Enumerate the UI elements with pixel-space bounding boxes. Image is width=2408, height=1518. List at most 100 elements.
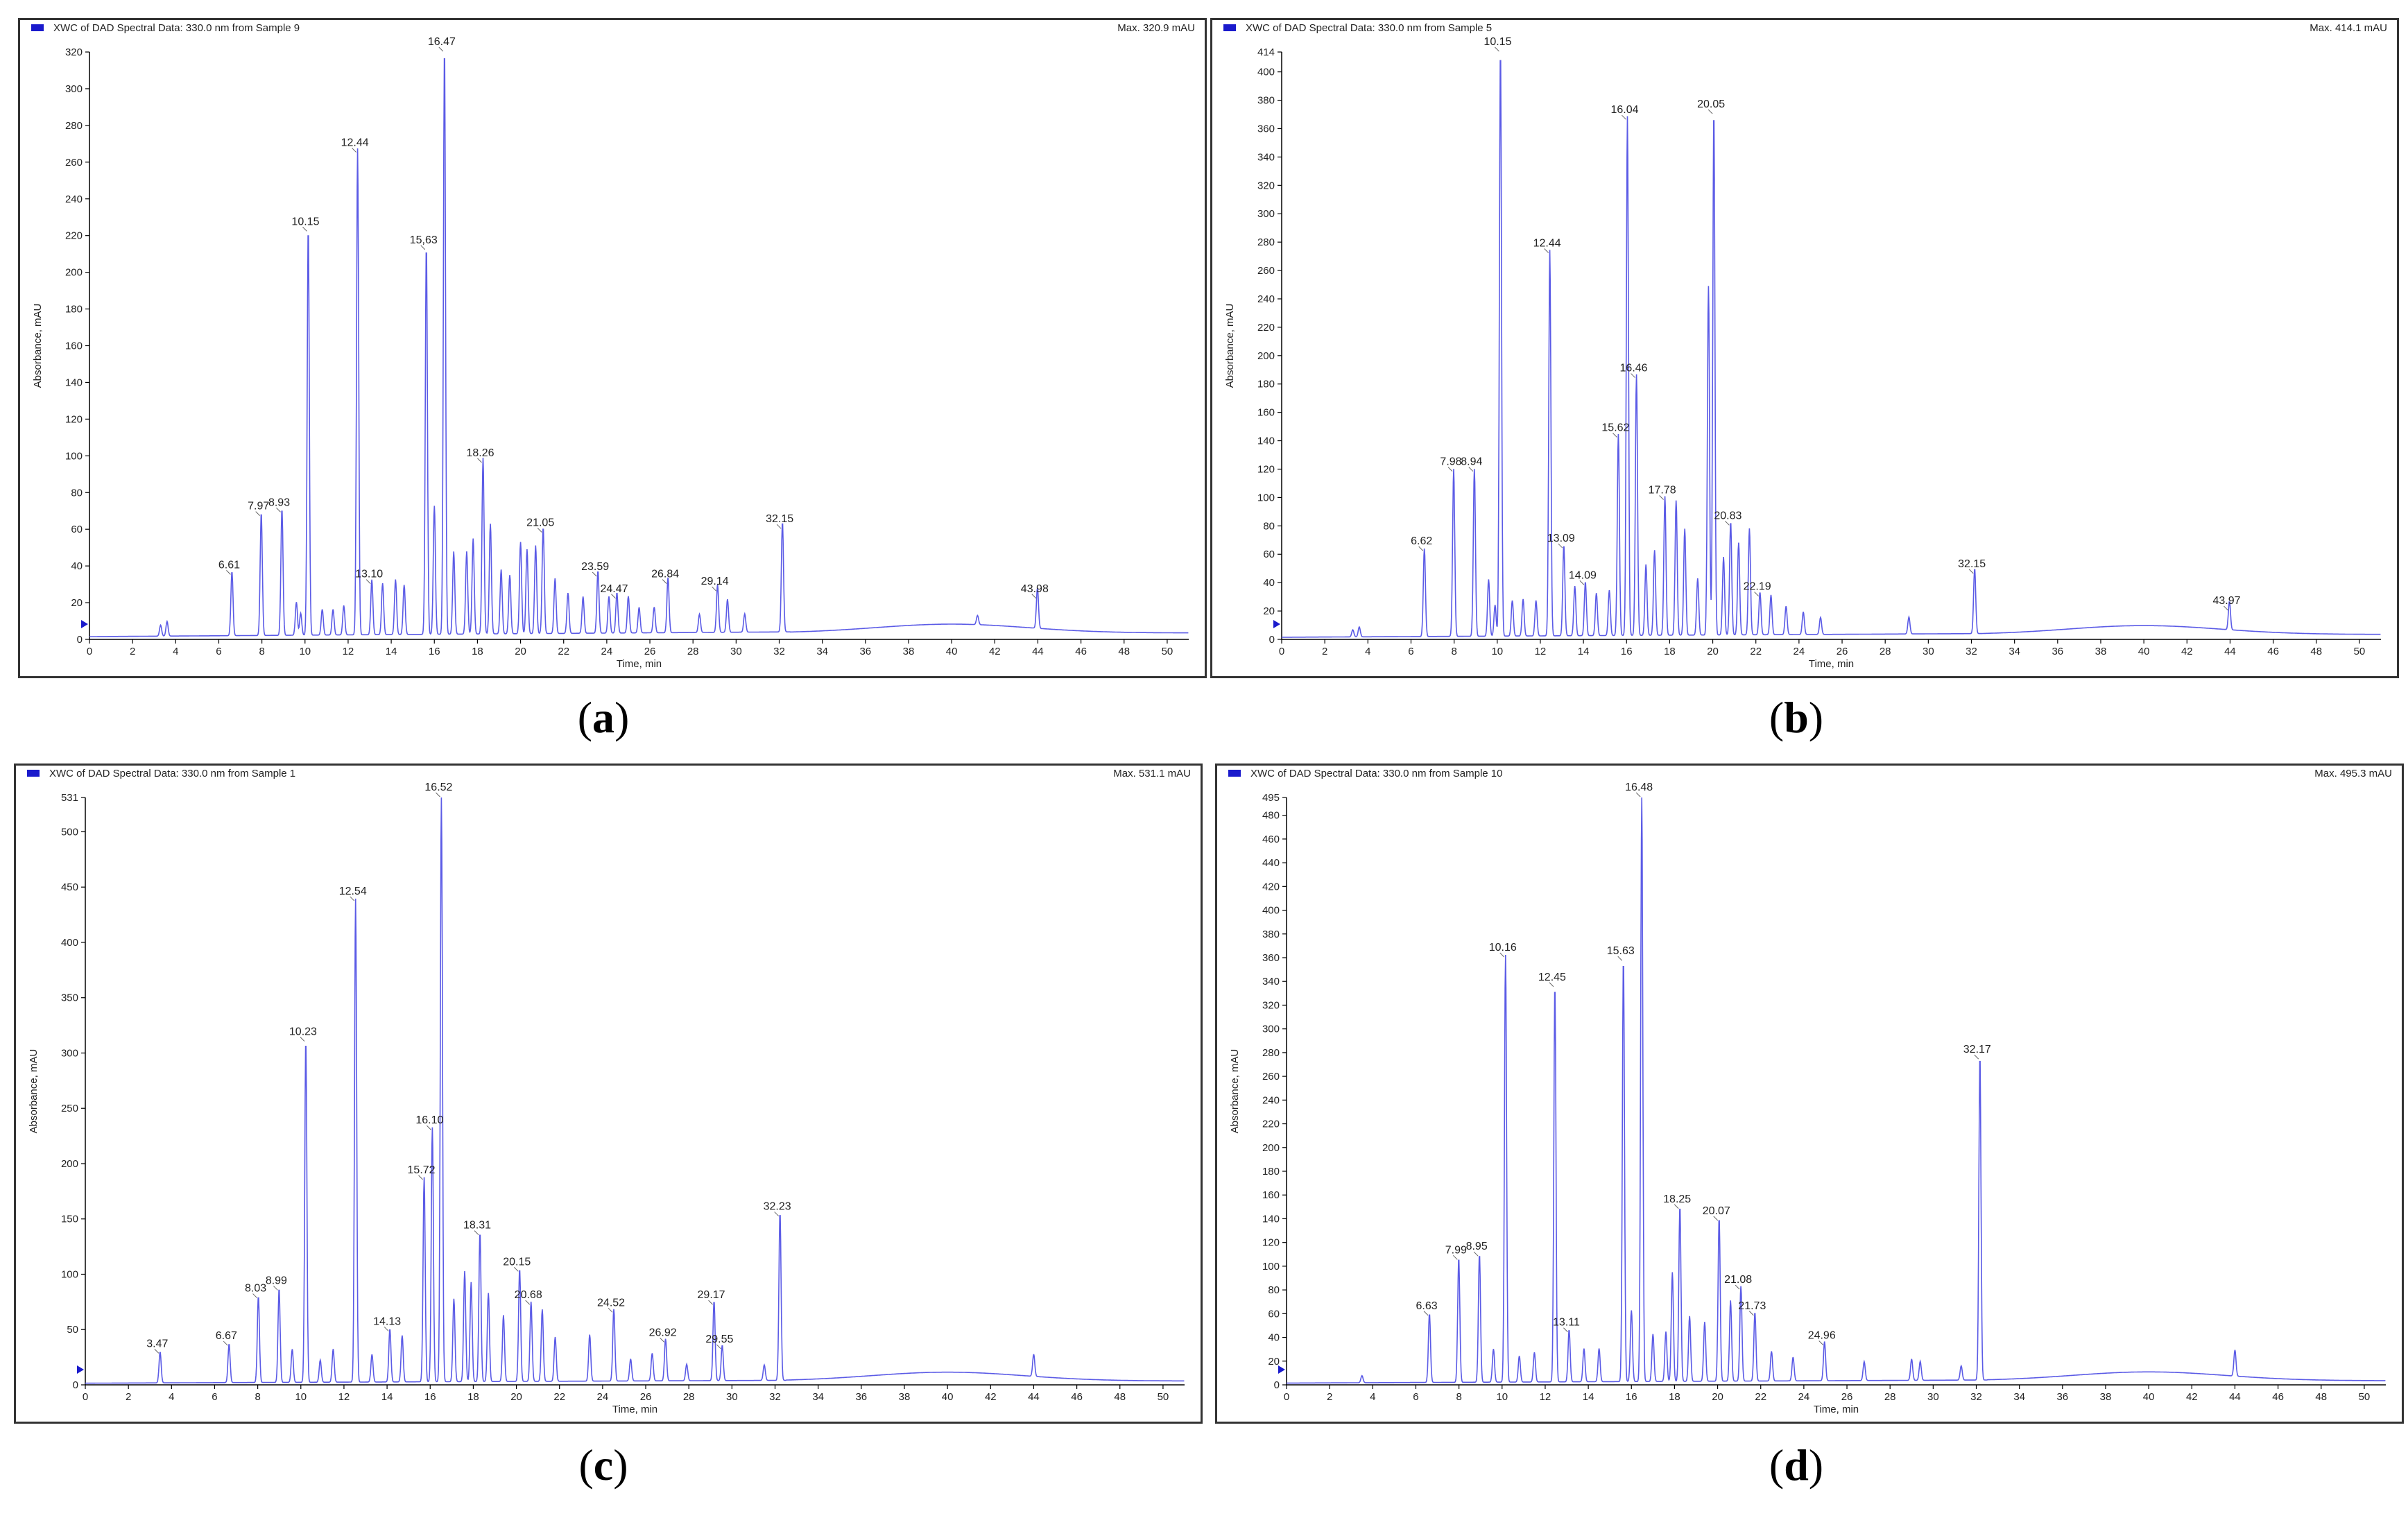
peak-label: 10.15 [1484,36,1511,48]
peak-leader-line [302,227,307,232]
x-tick-label: 6 [1408,646,1413,657]
header-marker-icon [1223,24,1236,31]
x-tick-label: 6 [216,646,221,657]
y-tick-label: 460 [1262,834,1280,845]
x-tick-label: 34 [812,1391,824,1403]
peak-leader-line [418,1175,423,1180]
peak-leader-line [608,1307,613,1313]
y-tick-label: 380 [1262,929,1280,940]
y-tick-label: 200 [61,1158,78,1170]
x-tick-label: 32 [769,1391,781,1403]
y-tick-label: 320 [65,46,83,58]
y-tick-label: 60 [1268,1308,1280,1320]
x-tick-label: 46 [2272,1391,2284,1403]
y-tick-label: 320 [1262,999,1280,1011]
chromatogram-panel-d: XWC of DAD Spectral Data: 330.0 nm from … [1215,764,2404,1424]
absorbance-trace [1287,797,2386,1384]
x-tick-label: 40 [942,1391,954,1403]
peak-leader-line [525,1300,531,1305]
x-tick-label: 4 [169,1391,174,1403]
absorbance-trace [1282,60,2381,638]
peak-leader-line [1549,982,1554,987]
y-tick-label: 414 [1257,46,1275,58]
x-tick-label: 2 [1327,1391,1332,1403]
caption-c: (c) [578,1440,628,1490]
peak-label: 29.17 [698,1289,725,1301]
peak-leader-line [1579,580,1585,585]
y-tick-label: 220 [65,230,83,242]
x-tick-label: 26 [640,1391,652,1403]
y-tick-label: 0 [1274,1379,1280,1391]
peak-leader-line [1563,1327,1568,1333]
x-tick-label: 40 [2138,646,2150,657]
x-tick-label: 6 [212,1391,217,1403]
x-tick-label: 36 [2052,646,2063,657]
x-tick-label: 28 [1884,1391,1896,1403]
y-tick-label: 340 [1257,151,1275,163]
chart-title: XWC of DAD Spectral Data: 330.0 nm from … [1246,22,1492,34]
peak-leader-line [1748,1311,1754,1316]
x-tick-label: 16 [1626,1391,1637,1403]
peak-leader-line [611,594,616,599]
max-absorbance-label: Max. 531.1 mAU [1113,768,1191,779]
x-tick-label: 0 [1279,646,1284,657]
x-tick-label: 38 [903,646,915,657]
x-tick-label: 34 [816,646,828,657]
peak-label: 20.15 [503,1256,531,1268]
x-tick-label: 16 [424,1391,436,1403]
peak-label: 15.62 [1601,422,1629,433]
x-tick-label: 2 [1322,646,1327,657]
x-tick-label: 18 [467,1391,479,1403]
y-tick-label: 20 [1263,605,1275,617]
peak-label: 8.93 [268,497,290,508]
peak-leader-line [474,1230,479,1236]
x-tick-label: 44 [2224,646,2236,657]
y-tick-label: 240 [1262,1094,1280,1106]
x-tick-label: 14 [381,1391,393,1403]
peak-label: 15.72 [408,1164,436,1176]
y-tick-label: 531 [61,792,78,804]
peak-label: 16.47 [428,36,456,48]
y-tick-label: 300 [65,83,83,95]
y-tick-label: 50 [67,1324,78,1336]
peak-leader-line [1968,569,1974,574]
peak-leader-line [366,579,371,584]
x-tick-label: 30 [1923,646,1934,657]
x-tick-label: 32 [1970,1391,1982,1403]
x-tick-label: 20 [1712,1391,1723,1403]
y-tick-label: 380 [1257,95,1275,107]
x-tick-label: 8 [1456,1391,1461,1403]
y-tick-label: 400 [1262,905,1280,917]
peak-leader-line [1659,495,1664,500]
y-tick-label: 20 [1268,1356,1280,1368]
x-tick-label: 0 [1284,1391,1289,1403]
y-tick-label: 100 [1257,492,1275,503]
peak-label: 24.47 [600,583,628,595]
peak-label: 18.25 [1663,1193,1691,1205]
peak-label: 24.96 [1808,1330,1836,1342]
peak-leader-line [384,1327,389,1331]
peak-leader-line [1622,114,1626,120]
x-tick-label: 22 [1755,1391,1766,1403]
x-tick-label: 34 [2013,1391,2025,1403]
peak-label: 3.47 [146,1338,168,1349]
y-tick-label: 260 [65,157,83,169]
chromatogram-svg: XWC of DAD Spectral Data: 330.0 nm from … [27,768,1191,1415]
peak-leader-line [1754,592,1759,596]
peak-label: 26.84 [651,569,679,580]
peak-label: 13.10 [355,569,383,580]
x-tick-label: 12 [343,646,354,657]
y-tick-label: 340 [1262,976,1280,987]
peak-leader-line [776,524,782,529]
x-tick-label: 18 [1669,1391,1680,1403]
peak-label: 12.44 [1533,238,1561,250]
y-tick-label: 440 [1262,857,1280,869]
peak-leader-line [1713,1216,1719,1221]
y-tick-label: 400 [1257,67,1275,78]
peak-leader-line [1735,1284,1740,1290]
y-tick-label: 140 [65,377,83,388]
x-tick-label: 10 [299,646,311,657]
peak-leader-line [662,579,667,584]
x-tick-label: 14 [1578,646,1590,657]
x-tick-label: 10 [1496,1391,1508,1403]
